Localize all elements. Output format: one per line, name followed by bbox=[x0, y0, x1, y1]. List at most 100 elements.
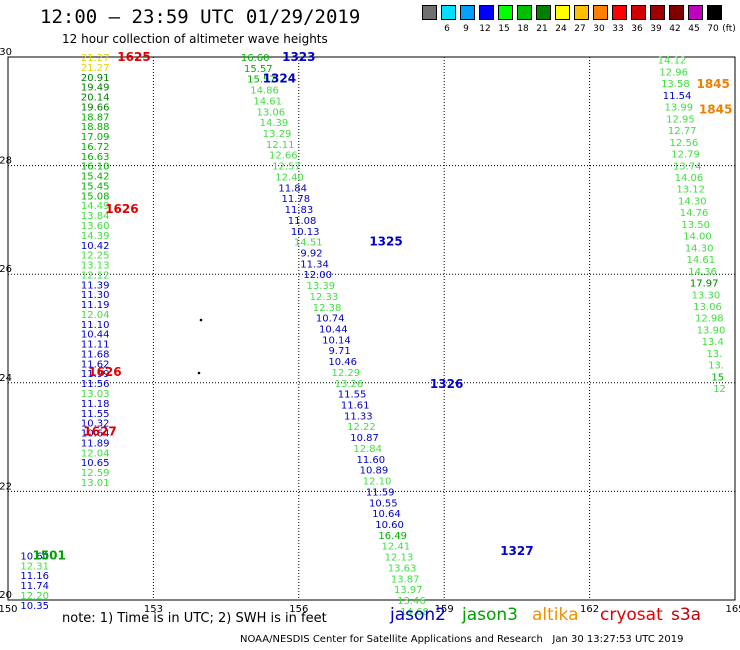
wave-height-reading: 14.30 bbox=[678, 196, 707, 207]
legend-label: 70 bbox=[707, 24, 719, 34]
wave-height-reading: 16.10 bbox=[81, 162, 110, 173]
pass-number-label: 1324 bbox=[263, 72, 296, 86]
legend-swatch bbox=[688, 5, 703, 20]
note-text: note: 1) Time is in UTC; 2) SWH is in fe… bbox=[62, 611, 327, 626]
pass-number-label: 1625 bbox=[117, 50, 150, 64]
legend-swatch bbox=[612, 5, 627, 20]
wave-height-reading: 14.61 bbox=[253, 96, 282, 107]
wave-height-reading: 15.42 bbox=[81, 172, 110, 183]
wave-height-reading: 10.35 bbox=[20, 601, 49, 612]
wave-height-reading: 20.91 bbox=[81, 73, 110, 84]
wave-height-reading: 12.20 bbox=[20, 591, 49, 602]
wave-height-reading: 11.19 bbox=[81, 300, 110, 311]
latitude-tick-label: 24 bbox=[0, 373, 12, 384]
legend-swatch bbox=[555, 5, 570, 20]
wave-height-reading: 11.16 bbox=[20, 571, 49, 582]
wave-height-reading: 13.46 bbox=[397, 596, 426, 607]
latitude-tick-label: 26 bbox=[0, 264, 12, 275]
wave-height-reading: 11.55 bbox=[81, 409, 110, 420]
wave-height-reading: 12.12 bbox=[81, 270, 110, 281]
wave-height-reading: 15.57 bbox=[244, 64, 273, 75]
legend-swatch bbox=[536, 5, 551, 20]
wave-height-reading: 13.06 bbox=[256, 107, 285, 118]
wave-height-reading: 12.25 bbox=[81, 251, 110, 262]
satellite-name-cryosat: cryosat bbox=[600, 605, 663, 625]
wave-height-reading: 18.87 bbox=[81, 112, 110, 123]
wave-height-reading: 12.57 bbox=[272, 162, 301, 173]
legend-swatch bbox=[707, 5, 722, 20]
wave-height-reading: 11.89 bbox=[81, 438, 110, 449]
wave-height-reading: 10.74 bbox=[316, 314, 345, 325]
legend-label: 24 bbox=[555, 24, 567, 34]
legend-label: 39 bbox=[650, 24, 662, 34]
island-marker bbox=[197, 371, 201, 375]
legend-swatch bbox=[574, 5, 589, 20]
wave-height-reading: 12.10 bbox=[363, 477, 392, 488]
legend-label: 27 bbox=[574, 24, 586, 34]
satellite-name-altika: altika bbox=[532, 605, 579, 625]
wave-height-reading: 14.51 bbox=[294, 238, 323, 249]
wave-height-reading: 12.77 bbox=[668, 126, 697, 137]
wave-height-reading: 14.12 bbox=[658, 56, 687, 67]
wave-height-reading: 12.33 bbox=[310, 292, 339, 303]
wave-height-reading: 13.99 bbox=[664, 103, 693, 114]
wave-height-reading: 13.30 bbox=[692, 290, 721, 301]
wave-height-reading: 10.32 bbox=[81, 419, 110, 430]
wave-height-reading: 20.14 bbox=[81, 93, 110, 104]
legend-swatch bbox=[460, 5, 475, 20]
wave-height-reading: 14.76 bbox=[680, 208, 709, 219]
pass-number-label: 1845 bbox=[696, 77, 729, 91]
wave-height-reading: 11.30 bbox=[81, 290, 110, 301]
wave-height-reading: 14.39 bbox=[81, 231, 110, 242]
longitude-tick-label: 165 bbox=[725, 604, 740, 615]
pass-number-label: 1626 bbox=[88, 365, 121, 379]
wave-height-reading: 13.84 bbox=[81, 211, 110, 222]
wave-height-reading: 10.89 bbox=[360, 466, 389, 477]
wave-height-reading: 11.33 bbox=[344, 411, 373, 422]
wave-height-reading: 13.58 bbox=[661, 79, 690, 90]
wave-height-reading: 9.92 bbox=[300, 248, 322, 259]
wave-height-reading: 13.87 bbox=[391, 574, 420, 585]
pass-number-label: 1627 bbox=[83, 425, 116, 439]
wave-height-reading: 11.60 bbox=[357, 455, 386, 466]
wave-height-reading: 11.08 bbox=[288, 216, 317, 227]
wave-height-reading: 14.61 bbox=[687, 255, 716, 266]
wave-height-reading: 12.04 bbox=[81, 310, 110, 321]
wave-height-reading: 10.60 bbox=[20, 551, 49, 562]
wave-height-reading: 12.04 bbox=[81, 448, 110, 459]
wave-height-reading: 12 bbox=[713, 384, 726, 395]
wave-height-reading: 11.18 bbox=[81, 399, 110, 410]
credit-text: NOAA/NESDIS Center for Satellite Applica… bbox=[240, 634, 684, 645]
legend-swatch bbox=[517, 5, 532, 20]
wave-height-reading: 16.60 bbox=[241, 53, 270, 64]
longitude-tick-label: 162 bbox=[580, 604, 599, 615]
wave-height-reading: 12.38 bbox=[313, 303, 342, 314]
wave-height-reading: 14.00 bbox=[683, 232, 712, 243]
legend-label: 21 bbox=[536, 24, 548, 34]
wave-height-reading: 13.26 bbox=[335, 379, 364, 390]
pass-number-label: 1323 bbox=[282, 50, 315, 64]
legend-label: 15 bbox=[498, 24, 510, 34]
latitude-tick-label: 30 bbox=[0, 47, 12, 58]
wave-height-reading: 17.97 bbox=[690, 279, 719, 290]
wave-height-reading: 21.27 bbox=[81, 63, 110, 74]
wave-height-reading: 10.60 bbox=[375, 520, 404, 531]
pass-number-label: 1501 bbox=[32, 548, 65, 562]
wave-height-reading: 10.44 bbox=[81, 330, 110, 341]
legend-label: 18 bbox=[517, 24, 529, 34]
wave-height-reading: 17.09 bbox=[81, 132, 110, 143]
legend-swatch bbox=[669, 5, 684, 20]
pass-number-label: 1325 bbox=[369, 235, 402, 249]
wave-height-reading: 10.14 bbox=[322, 335, 351, 346]
wave-height-reading: 13.4 bbox=[702, 337, 724, 348]
wave-height-reading: 16.72 bbox=[81, 142, 110, 153]
latitude-tick-label: 22 bbox=[0, 481, 12, 492]
wave-height-reading: 11.34 bbox=[300, 259, 329, 270]
wave-height-reading: 10.65 bbox=[81, 458, 110, 469]
wave-height-reading: 12.84 bbox=[353, 444, 382, 455]
wave-height-reading: 12.59 bbox=[81, 468, 110, 479]
legend-label: 42 bbox=[669, 24, 681, 34]
satellite-name-s3a: s3a bbox=[671, 605, 702, 625]
legend-swatch bbox=[422, 5, 437, 20]
wave-height-reading: 11.54 bbox=[663, 91, 692, 102]
